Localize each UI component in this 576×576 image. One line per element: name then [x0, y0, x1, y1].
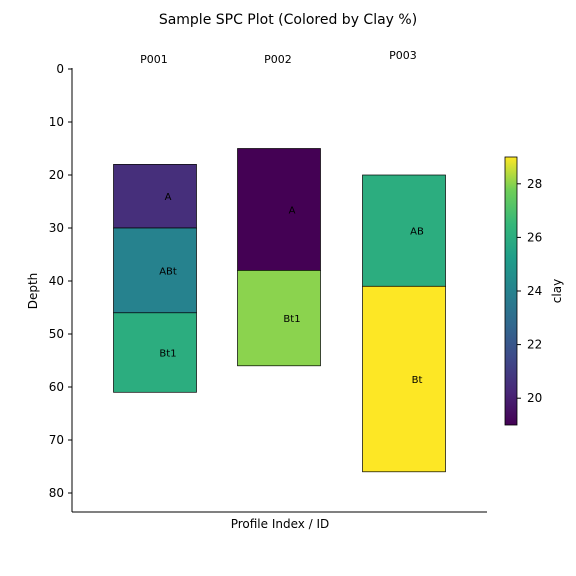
horizon-label: Bt1 — [283, 314, 300, 325]
colorbar: 20 22 24 26 28 clay — [504, 156, 564, 426]
colorbar-tick-label: 24 — [527, 284, 542, 298]
colorbar-tick-label: 28 — [527, 177, 542, 191]
x-axis-label: Profile Index / ID — [231, 517, 330, 531]
horizon-p002-bt1 — [237, 270, 321, 367]
colorbar-tick-label: 26 — [527, 230, 542, 244]
y-tick-label: 10 — [49, 115, 64, 129]
colorbar-tick-label: 20 — [527, 391, 542, 405]
y-axis-label: Depth — [26, 273, 40, 310]
y-tick-label: 30 — [49, 221, 64, 235]
horizon-p003-ab — [362, 174, 446, 287]
horizon-p002-a — [237, 148, 321, 271]
horizon-label: ABt — [159, 266, 177, 277]
profile-label-p001: P001 — [140, 53, 168, 66]
colorbar-label: clay — [550, 279, 564, 303]
colorbar-gradient — [504, 156, 518, 426]
horizon-label: Bt — [412, 375, 423, 386]
y-tick-label: 20 — [49, 168, 64, 182]
y-tick-label: 0 — [56, 62, 64, 76]
y-tick-label: 40 — [49, 274, 64, 288]
horizon-p001-a — [113, 164, 197, 229]
y-tick-label: 60 — [49, 380, 64, 394]
profiles-layer: P001 A ABt Bt1 P002 A Bt1 P003 AB Bt — [113, 49, 446, 473]
y-tick-label: 50 — [49, 327, 64, 341]
horizon-p001-bt1 — [113, 312, 197, 393]
y-tick-label: 80 — [49, 486, 64, 500]
chart-title: Sample SPC Plot (Colored by Clay %) — [159, 12, 417, 28]
horizon-label: A — [289, 205, 296, 216]
profile-label-p002: P002 — [264, 53, 292, 66]
profile-label-p003: P003 — [389, 49, 417, 62]
horizon-label: AB — [410, 227, 424, 238]
horizon-p003-bt — [362, 285, 446, 473]
horizon-p001-abt — [113, 227, 197, 314]
y-axis: 0 10 20 30 40 50 60 70 80 — [49, 62, 72, 500]
horizon-label: A — [165, 192, 172, 203]
colorbar-tick-label: 22 — [527, 338, 542, 352]
horizon-label: Bt1 — [159, 349, 176, 360]
y-tick-label: 70 — [49, 433, 64, 447]
